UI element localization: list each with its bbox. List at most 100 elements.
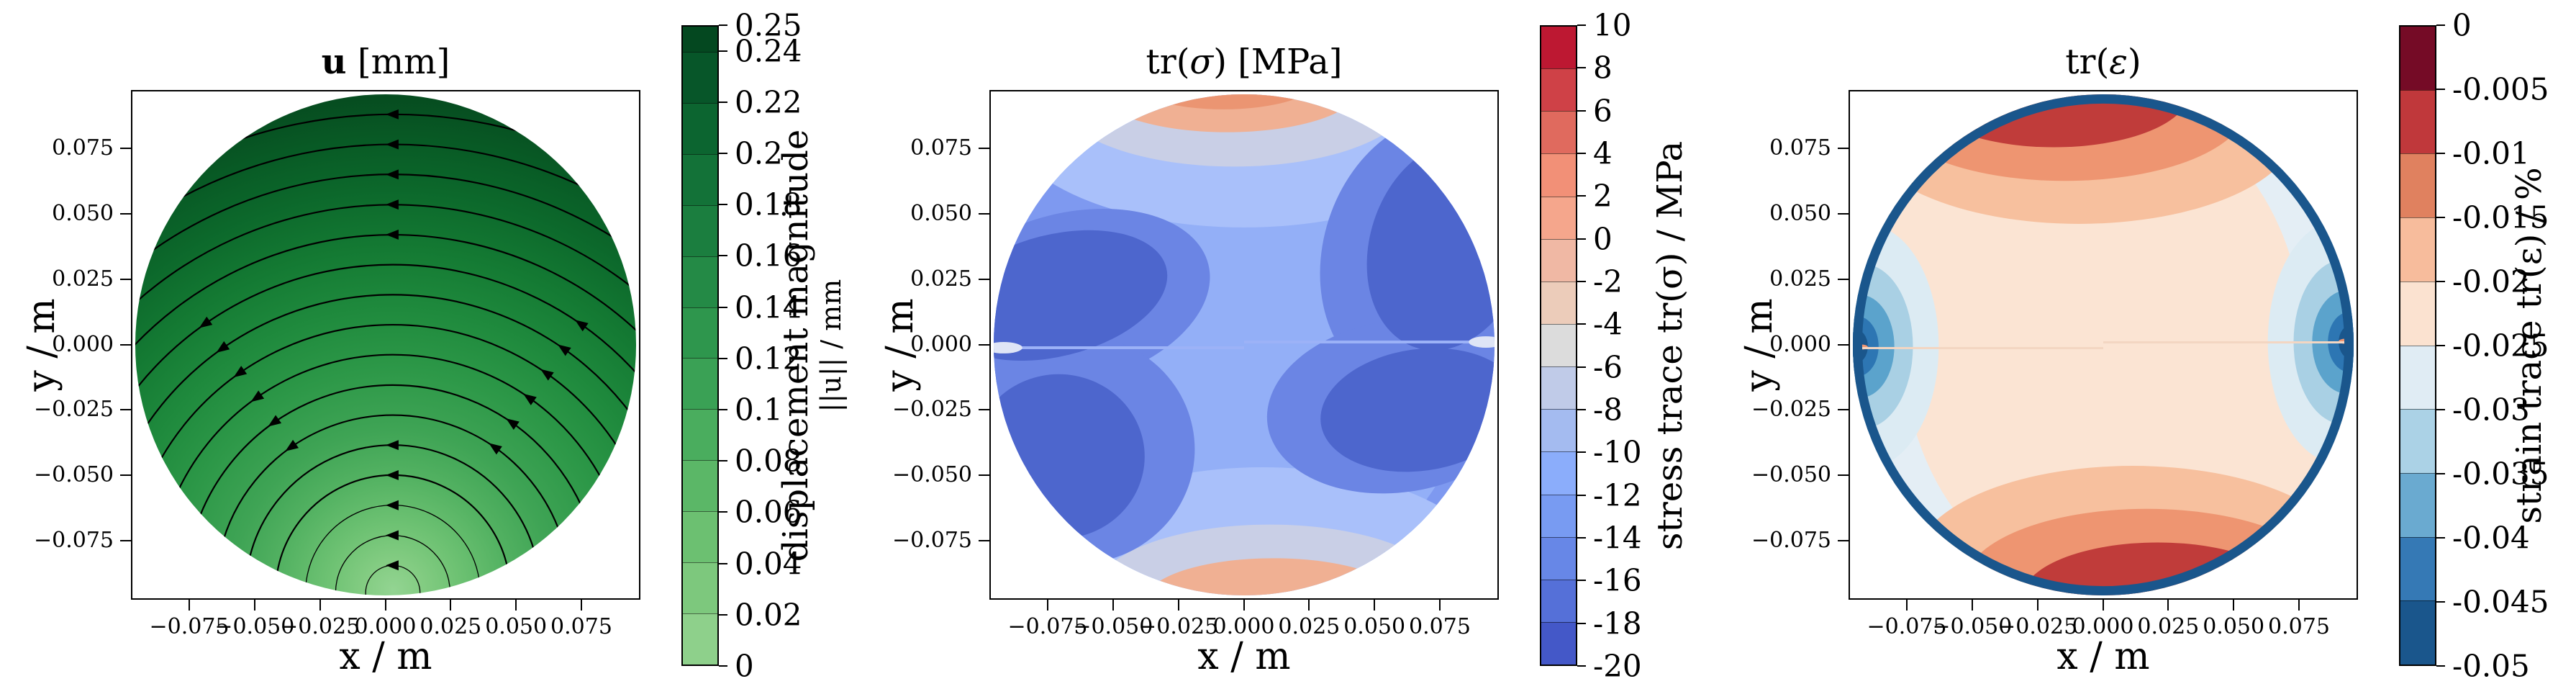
colorbar-tick-label: 0.14 <box>735 289 802 325</box>
colorbar-band <box>2400 217 2435 282</box>
colorbar-tick-mark <box>1577 409 1586 410</box>
y-tick-mark <box>979 278 989 280</box>
y-tick-mark <box>1838 212 1849 215</box>
colorbar-tick-label: -0.045 <box>2452 584 2549 620</box>
y-tick-mark <box>1838 278 1849 280</box>
title-symbol: u <box>321 42 347 82</box>
colorbar-tick-mark <box>719 255 727 257</box>
streamline-arrow-icon <box>386 229 399 240</box>
y-tick-label: 0.000 <box>1769 331 1831 357</box>
colorbar-band <box>1541 153 1576 197</box>
y-tick-label: 0.000 <box>52 331 114 357</box>
colorbar-tick-label: 0.18 <box>735 186 802 222</box>
x-tick-label: 0.000 <box>2072 614 2134 639</box>
y-tick-label: −0.025 <box>892 397 972 423</box>
y-tick-mark <box>120 540 131 541</box>
colorbar-tick-label: 0 <box>735 648 754 684</box>
colorbar-tick-mark <box>2436 537 2445 539</box>
x-tick-label: −0.075 <box>149 614 230 639</box>
colorbar-label: stress trace tr(σ) / MPa <box>1650 141 1690 550</box>
streamline-arrow-icon <box>386 470 399 480</box>
colorbar-tick-label: -0.02 <box>2452 264 2530 300</box>
colorbar-tick-label: 8 <box>1593 50 1613 86</box>
y-tick-label: 0.000 <box>910 331 972 357</box>
x-tick-mark <box>2102 600 2104 611</box>
colorbar-tick-mark <box>2436 473 2445 474</box>
colorbar-band <box>683 51 717 103</box>
colorbar-tick-label: -0.005 <box>2452 71 2549 107</box>
plot-area-strain <box>1849 90 2358 600</box>
y-tick-label: 0.025 <box>52 266 114 292</box>
y-tick-mark <box>979 148 989 149</box>
colorbar-label-main: displacement magnitude <box>776 129 816 562</box>
colorbar-tick-mark <box>2436 281 2445 282</box>
streamline-arrow-icon <box>386 109 399 120</box>
y-axis: 0.075 0.050 0.025 0.000 −0.025 −0.050 −0.075 <box>1718 137 1849 552</box>
x-tick-label: −0.050 <box>1932 614 2013 639</box>
title-symbol: σ <box>1189 42 1214 82</box>
colorbar-tick-label: 0.24 <box>735 33 802 69</box>
page-title: tr(σ) [MPa] <box>989 42 1499 82</box>
colorbar-band <box>1541 196 1576 239</box>
streamline-arrow-icon <box>386 139 399 150</box>
colorbar-band <box>683 204 717 256</box>
colorbar-tick-label: 10 <box>1593 7 1632 43</box>
streamline-arrow-icon <box>233 366 248 378</box>
colorbar-band <box>683 27 717 52</box>
colorbar-tick-label: 0 <box>1593 221 1613 257</box>
y-tick-mark <box>979 212 989 215</box>
y-tick-label: −0.050 <box>892 462 972 488</box>
x-tick-label: −0.050 <box>1073 614 1153 639</box>
x-tick-mark <box>450 600 452 611</box>
y-tick-label: −0.050 <box>1751 462 1831 488</box>
strain-interior-peach <box>1902 97 2304 593</box>
title-unit: [mm] <box>346 42 450 82</box>
colorbar-tick-label: 0.25 <box>735 7 802 43</box>
x-tick-label: 0.050 <box>485 614 548 639</box>
colorbar-band <box>1541 366 1576 410</box>
title-prefix: tr( <box>2065 42 2110 82</box>
x-tick-mark <box>1308 600 1310 611</box>
colorbar-tick-mark <box>2436 665 2445 667</box>
x-tick-mark <box>1439 600 1441 611</box>
colorbar-tick-mark <box>1577 195 1586 197</box>
streamline-arrow-icon <box>199 316 213 328</box>
streamline-arrow-icon <box>523 393 537 405</box>
displacement-contour-plot <box>135 94 637 596</box>
colorbar-tick-label: -4 <box>1593 306 1623 342</box>
streamline-arrow-icon <box>386 500 399 510</box>
colorbar-label-main: strain trace tr(ε) / % <box>2509 167 2549 524</box>
colorbar-tick-mark <box>1577 366 1586 368</box>
x-tick-mark <box>2233 600 2235 611</box>
colorbar-tick-label: -0.01 <box>2452 135 2530 171</box>
x-tick-mark <box>1243 600 1245 611</box>
crack-right <box>1244 341 1495 344</box>
x-tick-label: −0.025 <box>1138 614 1219 639</box>
colorbar-tick-label: 0.1 <box>735 392 783 428</box>
colorbar-bar <box>681 25 719 666</box>
x-tick-mark <box>2036 600 2038 611</box>
y-tick-label: 0.025 <box>1769 266 1831 292</box>
plot-area-displacement <box>131 90 640 600</box>
colorbar-band <box>683 409 717 461</box>
colorbar-tick-mark <box>1577 67 1586 69</box>
colorbar-tick-mark <box>2436 217 2445 218</box>
x-tick-label: −0.025 <box>1997 614 2078 639</box>
y-tick-mark <box>120 343 131 346</box>
colorbar-tick-label: -6 <box>1593 349 1623 385</box>
colorbar-tick-mark <box>719 665 727 667</box>
colorbar-tick-mark <box>719 50 727 52</box>
y-tick-mark <box>979 409 989 411</box>
colorbar-tick-mark <box>719 562 727 564</box>
colorbar-label: strain trace tr(ε) / % <box>2509 167 2549 524</box>
colorbar-tick-label: 0.16 <box>735 238 802 274</box>
crack-right <box>2103 341 2350 344</box>
colorbar-tick-mark <box>2436 153 2445 154</box>
streamline-arrow-icon <box>386 169 399 180</box>
panel-stress-trace: tr(σ) [MPa] y / m <box>858 0 1717 689</box>
x-tick-label: 0.025 <box>1278 614 1341 639</box>
x-axis: −0.075 −0.050 −0.025 0.000 0.025 0.050 0.075 <box>1867 600 2330 650</box>
displacement-disk <box>135 94 637 596</box>
x-axis-label: x / m <box>1197 635 1291 678</box>
